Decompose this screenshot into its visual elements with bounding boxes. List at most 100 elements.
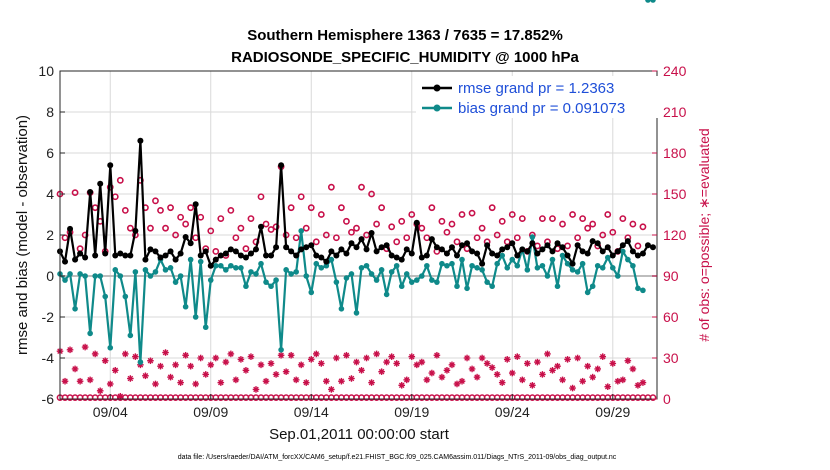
obs-evaluated-stroke bbox=[212, 355, 219, 361]
obs-evaluated-marker bbox=[378, 368, 385, 375]
bias-point bbox=[273, 277, 279, 283]
obs-evaluated-marker bbox=[197, 354, 205, 362]
rmse-point bbox=[393, 254, 400, 261]
obs-evaluated-marker bbox=[318, 360, 325, 367]
obs-evaluated-marker bbox=[242, 367, 250, 374]
rmse-point bbox=[172, 256, 179, 263]
obs-evaluated-marker bbox=[307, 356, 315, 363]
bias-point bbox=[424, 262, 430, 269]
bias-point bbox=[408, 279, 415, 285]
rmse-point bbox=[448, 244, 455, 251]
obs-evaluated-stroke bbox=[378, 368, 385, 375]
y2-tick-label: 90 bbox=[663, 268, 679, 284]
bias-point bbox=[172, 279, 179, 285]
obs-evaluated-stroke bbox=[439, 374, 445, 380]
bias-point bbox=[549, 256, 556, 263]
bias-point bbox=[197, 258, 204, 265]
obs-evaluated-stroke bbox=[343, 352, 350, 359]
obs-evaluated-stroke bbox=[177, 379, 184, 386]
obs-possible-marker bbox=[393, 238, 401, 246]
obs-possible-marker bbox=[327, 183, 335, 191]
obs-evaluated-marker bbox=[579, 377, 586, 385]
bias-point bbox=[248, 269, 254, 275]
obs-evaluated-marker bbox=[448, 361, 456, 369]
bias-point bbox=[137, 359, 144, 365]
obs-evaluated-stroke bbox=[303, 379, 310, 386]
rmse-point bbox=[559, 244, 566, 251]
obs-evaluated-stroke bbox=[368, 379, 375, 386]
obs-evaluated-stroke bbox=[398, 382, 405, 389]
bias-point bbox=[373, 277, 380, 283]
rmse-point bbox=[212, 256, 219, 263]
rmse-point bbox=[308, 242, 315, 249]
obs-possible-marker bbox=[569, 211, 576, 218]
rmse-point bbox=[373, 248, 380, 255]
obs-possible-marker bbox=[237, 224, 245, 232]
bias-point bbox=[514, 262, 521, 269]
rmse-point bbox=[132, 227, 139, 234]
obs-evaluated-stroke bbox=[268, 360, 274, 367]
bias-point bbox=[77, 271, 83, 277]
obs-possible-marker bbox=[307, 204, 315, 212]
rmse-point bbox=[459, 242, 466, 249]
rmse-point bbox=[252, 246, 259, 253]
obs-evaluated-marker bbox=[272, 371, 280, 378]
obs-evaluated-stroke bbox=[157, 363, 164, 370]
y2-tick-label: 210 bbox=[663, 104, 687, 120]
rmse-point bbox=[147, 246, 154, 253]
bias-point bbox=[539, 262, 546, 269]
x-tick-label: 09/24 bbox=[495, 404, 530, 420]
obs-evaluated-stroke bbox=[434, 352, 440, 359]
obs-possible-marker bbox=[498, 217, 506, 225]
rmse-point bbox=[453, 252, 460, 259]
legend-bias-label: bias grand pr = 0.091073 bbox=[458, 100, 625, 117]
obs-evaluated-marker bbox=[599, 353, 607, 360]
rmse-point bbox=[293, 252, 300, 259]
obs-evaluated-stroke bbox=[328, 386, 335, 393]
obs-evaluated-marker bbox=[524, 360, 531, 367]
bias-point bbox=[454, 283, 460, 290]
obs-evaluated-stroke bbox=[589, 374, 596, 380]
obs-evaluated-marker bbox=[529, 382, 536, 389]
obs-possible-marker bbox=[232, 234, 240, 242]
rmse-point bbox=[72, 256, 79, 263]
obs-evaluated-stroke bbox=[218, 379, 224, 386]
bias-point bbox=[253, 271, 259, 277]
obs-evaluated-marker bbox=[639, 379, 647, 386]
obs-evaluated-marker bbox=[182, 351, 189, 359]
obs-evaluated-stroke bbox=[640, 379, 646, 386]
obs-evaluated-stroke bbox=[278, 352, 284, 359]
obs-evaluated-marker bbox=[312, 350, 320, 358]
rmse-point bbox=[273, 244, 280, 251]
y2-tick-label: 30 bbox=[663, 350, 679, 366]
rmse-point bbox=[177, 250, 184, 257]
obs-possible-marker bbox=[147, 224, 154, 232]
bias-point bbox=[393, 262, 400, 269]
obs-evaluated-marker bbox=[614, 377, 622, 385]
bias-point bbox=[82, 273, 88, 279]
x-tick-label: 09/14 bbox=[294, 404, 329, 420]
obs-evaluated-marker bbox=[453, 380, 461, 388]
obs-evaluated-marker bbox=[252, 386, 260, 393]
obs-possible-marker bbox=[167, 204, 174, 212]
obs-possible-marker bbox=[609, 228, 617, 236]
obs-evaluated-stroke bbox=[82, 344, 88, 350]
y2-tick-label: 60 bbox=[663, 309, 679, 325]
bias-point bbox=[313, 260, 320, 267]
obs-evaluated-marker bbox=[348, 375, 355, 382]
obs-possible-marker bbox=[629, 220, 637, 228]
legend-rmse-label: rmse grand pr = 1.2363 bbox=[458, 80, 614, 97]
obs-evaluated-stroke bbox=[273, 371, 279, 378]
bias-point bbox=[288, 271, 294, 277]
obs-evaluated-marker bbox=[202, 371, 210, 378]
rmse-point bbox=[112, 252, 119, 259]
rmse-point bbox=[358, 236, 365, 243]
bias-point bbox=[574, 269, 581, 275]
obs-evaluated-marker bbox=[554, 362, 561, 370]
obs-evaluated-stroke bbox=[363, 355, 370, 361]
legend: rmse grand pr = 1.2363 bias grand pr = 0… bbox=[416, 76, 658, 118]
obs-evaluated-marker bbox=[498, 379, 506, 386]
x-tick-label: 09/29 bbox=[595, 404, 630, 420]
obs-possible-marker bbox=[162, 224, 169, 232]
obs-evaluated-stroke bbox=[333, 355, 340, 361]
